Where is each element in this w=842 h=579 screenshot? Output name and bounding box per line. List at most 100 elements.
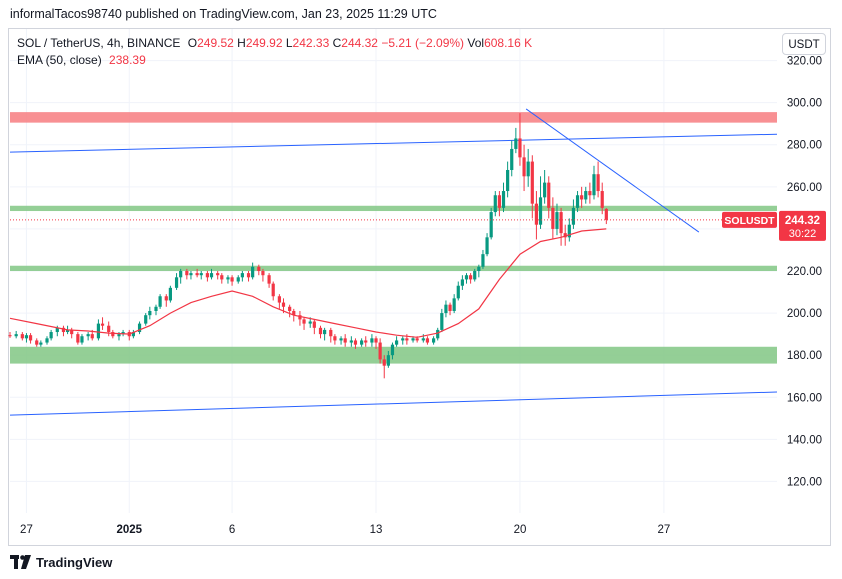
publish-info: informalTacos98740 published on TradingV… bbox=[10, 7, 437, 21]
candle-down bbox=[559, 212, 563, 234]
candle-up bbox=[174, 277, 179, 288]
candle-up bbox=[236, 277, 240, 282]
candle-down bbox=[374, 338, 378, 343]
candle-down bbox=[267, 275, 271, 284]
legend-low-key: L bbox=[285, 36, 293, 50]
candle-down bbox=[580, 195, 584, 200]
time-axis: 27 2025 6 13 20 27 bbox=[20, 524, 670, 536]
candle-up bbox=[209, 273, 214, 278]
trendline bbox=[9, 133, 778, 153]
candle-up bbox=[168, 287, 172, 301]
candle-down bbox=[205, 273, 210, 278]
candle-up bbox=[390, 344, 395, 356]
candle-up bbox=[251, 266, 255, 278]
candle-up bbox=[485, 237, 489, 255]
footer-brand: TradingView bbox=[36, 554, 113, 570]
candle-up bbox=[96, 323, 101, 339]
price-tag-value: 244.32 bbox=[785, 215, 820, 227]
candle-down bbox=[522, 157, 526, 177]
legend-volume: 608.16 K bbox=[484, 36, 533, 50]
candle-down bbox=[425, 338, 430, 343]
y-tick-label: 280.00 bbox=[787, 140, 822, 152]
candle-down bbox=[70, 329, 74, 335]
legend-close: 244.32 bbox=[341, 36, 378, 50]
candle-up bbox=[401, 338, 405, 341]
candle-up bbox=[436, 329, 440, 339]
candle-down bbox=[164, 296, 168, 301]
candle-down bbox=[547, 182, 551, 208]
legend-low: 242.33 bbox=[292, 36, 330, 50]
x-tick-label: 20 bbox=[514, 524, 527, 536]
y-tick-label: 300.00 bbox=[787, 98, 822, 110]
candle-up bbox=[421, 338, 425, 341]
candle-down bbox=[382, 359, 386, 366]
candle-up bbox=[339, 338, 343, 341]
legend-ema-label[interactable]: EMA (50, close) bbox=[17, 53, 102, 67]
candle-down bbox=[530, 161, 534, 204]
trendlines bbox=[9, 108, 778, 416]
symbol-tag-label: SOLUSDT bbox=[724, 215, 775, 227]
candle-down bbox=[329, 329, 333, 337]
candle-up bbox=[45, 338, 49, 343]
candle-down bbox=[596, 174, 600, 192]
candle-up bbox=[481, 254, 485, 267]
candle-down bbox=[281, 302, 286, 307]
legend-vol-key: Vol bbox=[467, 36, 485, 50]
candle-down bbox=[518, 138, 522, 158]
candle-up bbox=[514, 138, 518, 149]
resistance-zone bbox=[10, 112, 777, 123]
legend-symbol[interactable]: SOL / TetherUS, 4h, BINANCE bbox=[17, 36, 181, 50]
y-tick-label: 220.00 bbox=[787, 266, 822, 278]
candle-up bbox=[199, 273, 203, 276]
candle-down bbox=[216, 273, 220, 276]
candle-up bbox=[148, 310, 152, 316]
x-tick-label: 2025 bbox=[116, 524, 142, 536]
candle-up bbox=[473, 271, 477, 280]
candle-down bbox=[405, 338, 409, 341]
candle-up bbox=[226, 277, 230, 280]
candle-down bbox=[600, 191, 604, 208]
candle-down bbox=[343, 338, 347, 343]
tradingview-logo: TradingView bbox=[10, 553, 112, 571]
legend-ema-row: EMA (50, close) 238.39 bbox=[17, 52, 532, 69]
price-tag-countdown: 30:22 bbox=[789, 228, 817, 240]
candle-down bbox=[277, 296, 281, 303]
x-tick-label: 27 bbox=[658, 524, 671, 536]
candle-down bbox=[448, 304, 452, 311]
candle-down bbox=[563, 233, 567, 238]
candle-up bbox=[543, 182, 547, 198]
candle-down bbox=[107, 325, 111, 333]
candle-up bbox=[370, 338, 374, 343]
candle-up bbox=[121, 332, 125, 335]
candle-down bbox=[8, 335, 12, 337]
candle-up bbox=[456, 285, 460, 299]
candle-up bbox=[477, 266, 481, 271]
y-tick-label: 140.00 bbox=[787, 434, 822, 446]
candles-group bbox=[8, 113, 608, 379]
candle-up bbox=[386, 355, 390, 366]
candle-up bbox=[460, 279, 464, 286]
trendline bbox=[9, 391, 778, 416]
legend-open: 249.52 bbox=[197, 36, 234, 50]
candle-down bbox=[230, 277, 234, 282]
candle-down bbox=[312, 321, 316, 328]
candle-up bbox=[452, 298, 456, 311]
ema-line-group bbox=[9, 228, 607, 338]
candle-down bbox=[257, 266, 261, 271]
candle-up bbox=[240, 273, 244, 278]
candle-down bbox=[333, 336, 337, 341]
candle-down bbox=[588, 191, 592, 196]
candle-down bbox=[261, 271, 265, 276]
legend-open-key: O bbox=[187, 36, 198, 50]
candle-up bbox=[571, 207, 576, 225]
chart-legend: SOL / TetherUS, 4h, BINANCE O249.52 H249… bbox=[17, 35, 532, 69]
candle-down bbox=[318, 327, 323, 335]
candle-up bbox=[55, 327, 59, 333]
ema-line bbox=[9, 228, 607, 338]
currency-button[interactable]: USDT bbox=[782, 33, 826, 55]
candle-down bbox=[20, 334, 24, 339]
candle-up bbox=[555, 212, 559, 229]
candle-down bbox=[271, 283, 275, 297]
